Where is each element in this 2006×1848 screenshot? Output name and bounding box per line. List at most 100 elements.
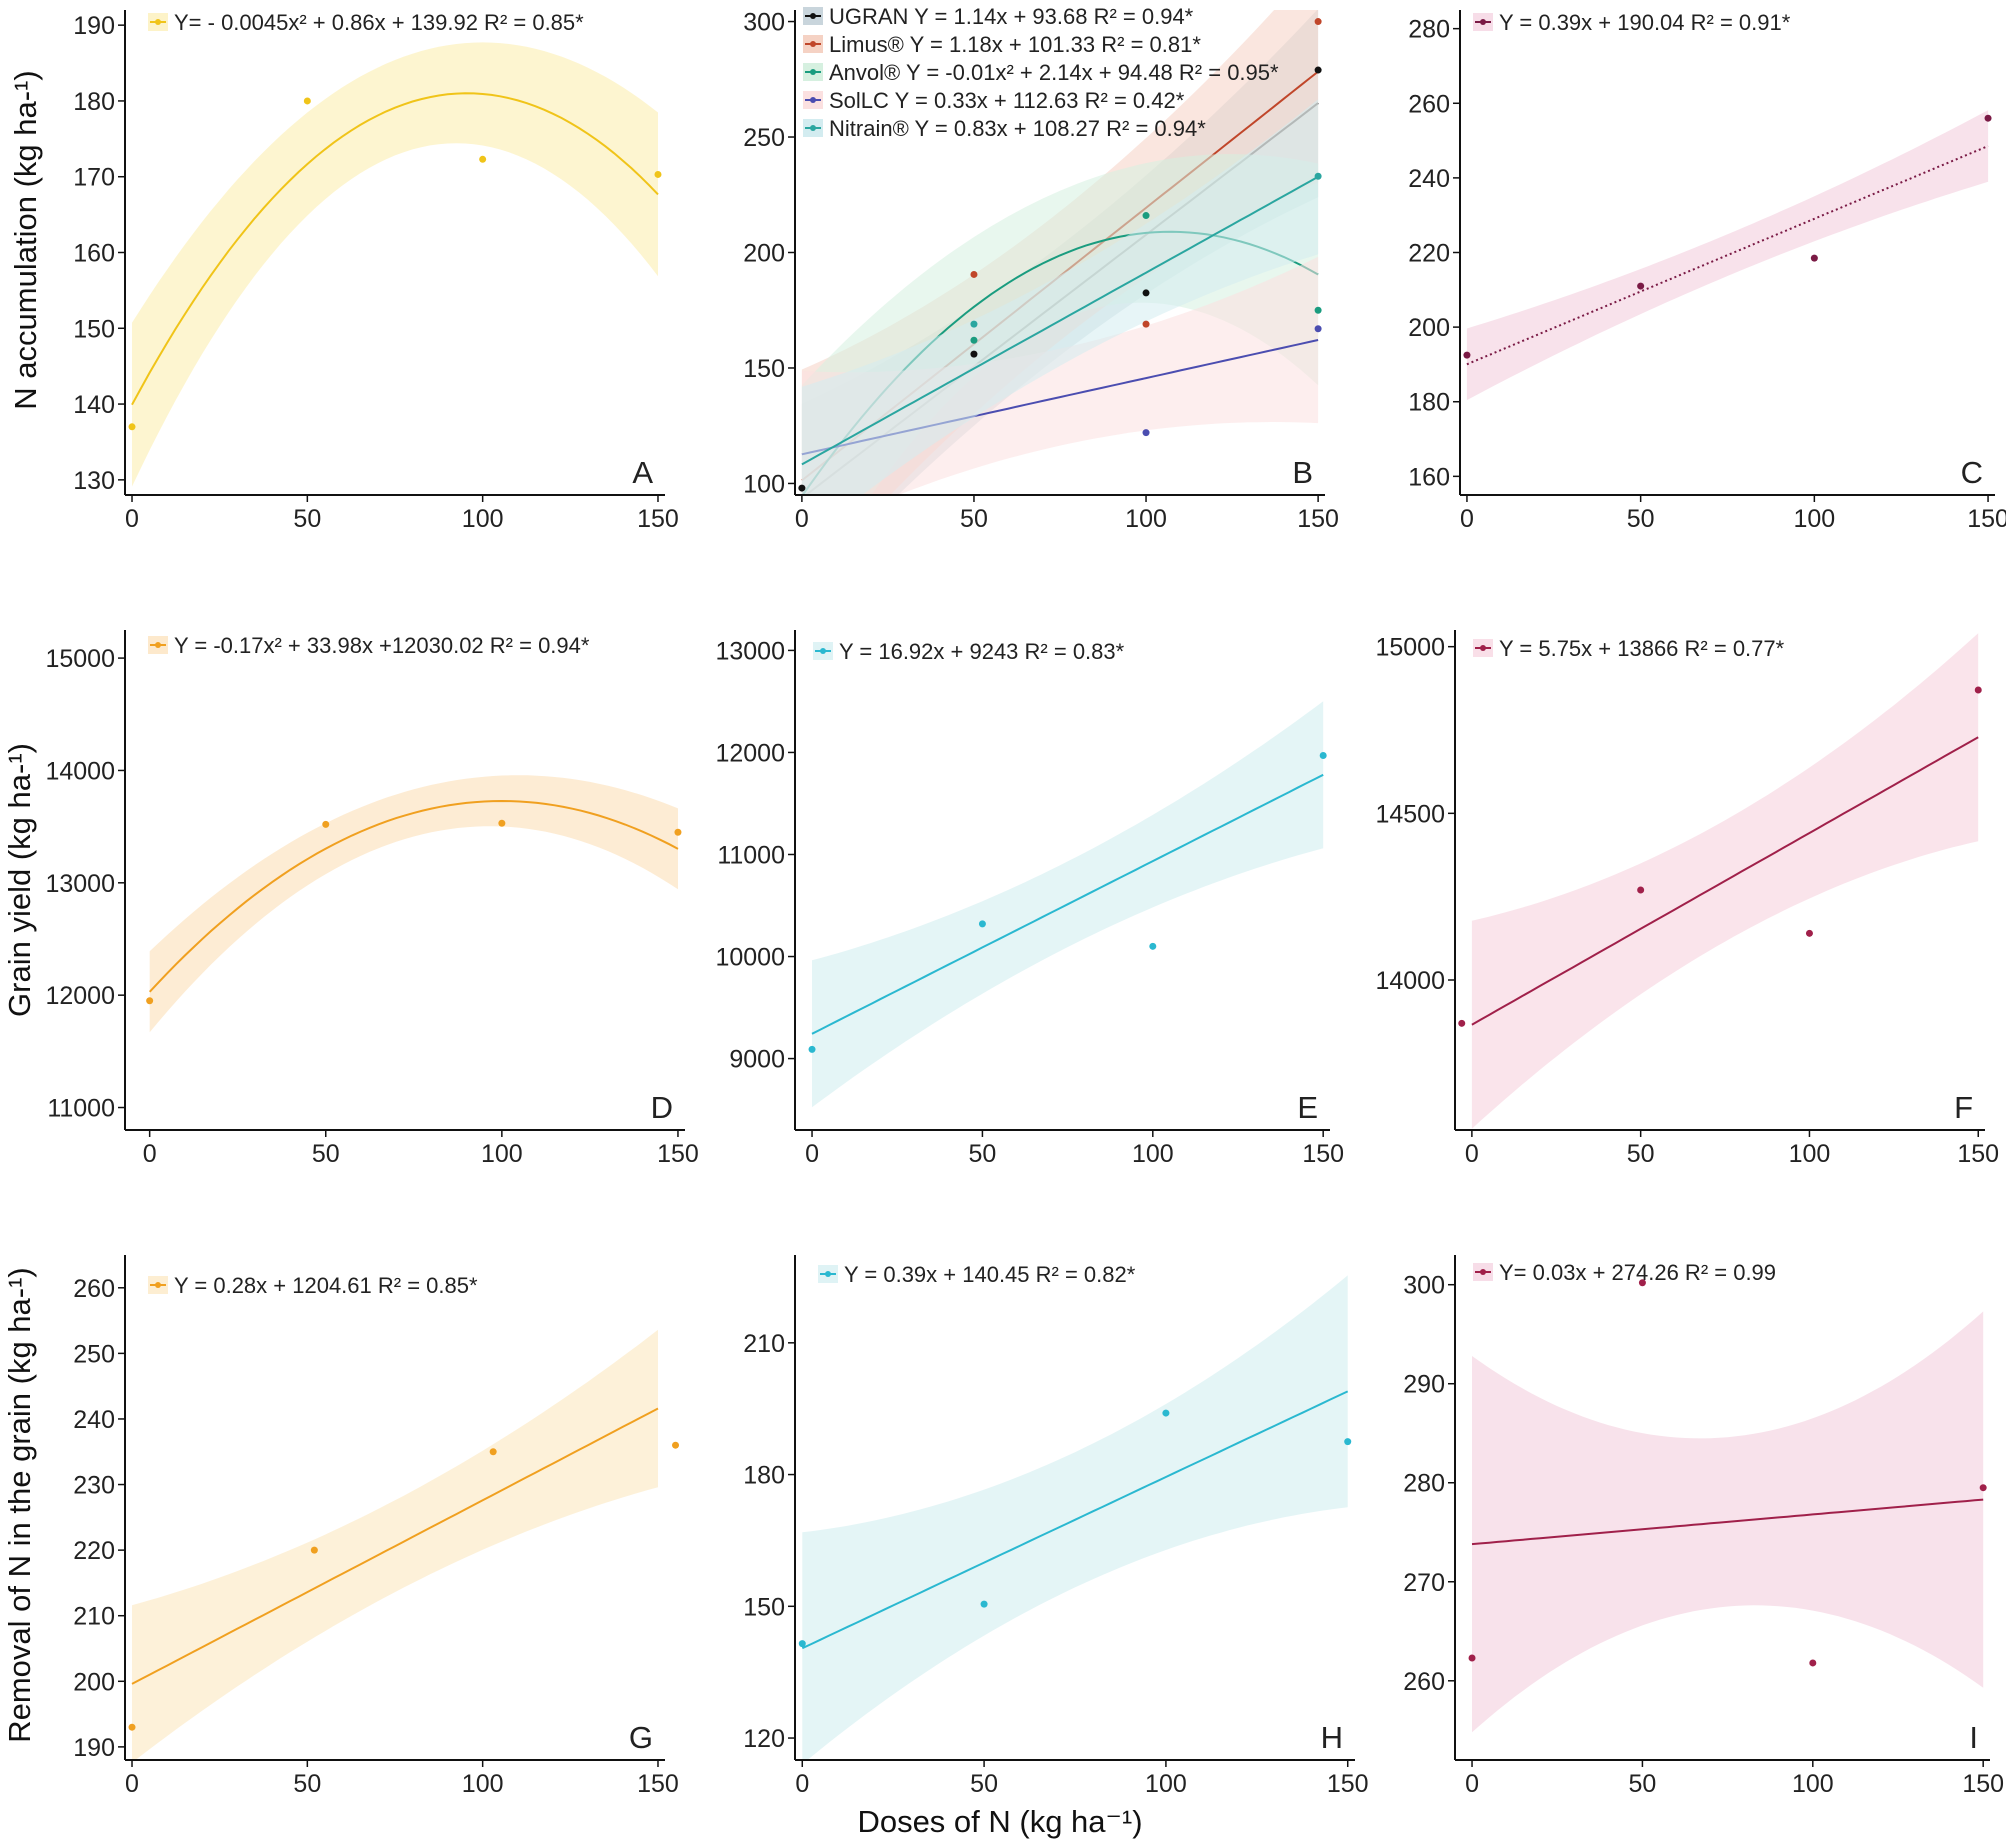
x-tick-label: 50 [960,505,988,533]
plot-area [801,1275,1349,1760]
equation-label: Nitrain® Y = 0.83x + 108.27 R² = 0.94* [829,116,1206,141]
plot-area [1466,110,1989,401]
equation-label: Y = 0.28x + 1204.61 R² = 0.85* [174,1273,478,1298]
fit-line-f-0 [1471,736,1979,1026]
data-point-f-0-0 [1458,1019,1466,1027]
y-tick-label: 180 [1408,389,1450,417]
data-point-b-3-1 [1314,325,1322,333]
legend-dot [825,1271,831,1277]
y-tick-label: 240 [73,1406,115,1434]
legend-dot [155,642,161,648]
equation-label: Y = -0.17x² + 33.98x +12030.02 R² = 0.94… [174,633,590,658]
data-point-b-1-1 [1142,320,1150,328]
legend-dot [810,41,816,47]
equation-label: UGRAN Y = 1.14x + 93.68 R² = 0.94* [829,4,1194,29]
row-title-2: Grain yield (kg ha-¹) [2,743,37,1017]
y-tick-label: 140 [73,391,115,419]
data-point-b-0-1 [970,350,978,358]
y-tick-label: 260 [73,1275,115,1303]
data-point-h-0-2 [1162,1409,1170,1417]
x-tick-label: 100 [481,1140,523,1168]
y-tick-label: 210 [73,1603,115,1631]
y-tick-label: 280 [1408,16,1450,44]
x-tick-label: 0 [125,505,139,533]
y-tick-label: 14000 [1375,967,1445,995]
legend-dot [810,97,816,103]
confidence-band-h-0 [802,1275,1348,1760]
legend-dot [820,648,826,654]
x-axis-title: Doses of N (kg ha⁻¹) [857,1804,1142,1839]
x-tick-label: 100 [1793,505,1835,533]
y-tick-label: 200 [73,1668,115,1696]
y-tick-label: 130 [73,467,115,495]
legend-dot [155,19,161,25]
data-point-i-0-2 [1809,1659,1817,1667]
legend-dot [810,69,816,75]
x-tick-label: 50 [969,1140,997,1168]
x-tick-label: 150 [1302,1140,1344,1168]
fit-line-b-4 [801,175,1319,466]
x-tick-label: 0 [1465,1140,1479,1168]
y-tick-label: 190 [73,12,115,40]
data-point-d-0-1 [322,820,330,828]
plot-area [131,42,659,487]
y-tick-label: 14500 [1375,800,1445,828]
x-tick-label: 150 [637,1770,679,1798]
panel-letter: B [1292,455,1313,490]
plot-area [811,701,1324,1108]
panel-letter: E [1297,1090,1318,1125]
y-tick-label: 11000 [717,841,785,869]
data-point-h-0-3 [1344,1438,1352,1446]
data-point-a-0-2 [479,155,487,163]
x-tick-label: 150 [1967,505,2006,533]
x-tick-label: 0 [1465,1770,1479,1798]
data-point-f-0-1 [1637,886,1645,894]
data-point-i-0-1 [1638,1279,1646,1287]
panel-letter: A [632,455,653,490]
data-point-g-0-0 [128,1723,136,1731]
plot-area [1471,1311,1984,1733]
x-tick-label: 50 [293,1770,321,1798]
row-title-1: N accumulation (kg ha-¹) [8,70,43,409]
panel-h: 0 50 100 150 120 150 180 210 Y = 0.39x + 140.45 … [743,1255,1369,1798]
data-point-e-0-3 [1319,752,1327,760]
data-point-i-0-0 [1468,1654,1476,1662]
data-point-a-0-0 [128,423,136,431]
y-tick-label: 11000 [47,1095,115,1123]
legend-dot [155,1282,161,1288]
data-point-c-0-1 [1637,282,1645,290]
data-point-d-0-0 [146,997,154,1005]
equation-label: Y= 0.03x + 274.26 R² = 0.99 [1499,1260,1776,1285]
y-tick-label: 15000 [45,645,115,673]
data-point-g-0-3 [672,1441,680,1449]
x-tick-label: 50 [312,1140,340,1168]
fit-line-c-0 [1466,145,1989,366]
y-tick-label: 260 [1403,1668,1445,1696]
confidence-band-a-0 [132,42,658,487]
y-tick-label: 180 [743,1462,785,1490]
x-tick-label: 0 [795,1770,809,1798]
panel-letter: F [1954,1090,1973,1125]
x-tick-label: 100 [1792,1770,1834,1798]
y-tick-label: 150 [743,1593,785,1621]
data-point-e-0-1 [978,920,986,928]
x-tick-label: 0 [1460,505,1474,533]
panel-letter: D [651,1090,673,1125]
panel-b: 0 50 100 150 100 150 200 250 300 UGRAN Y = 1.14x … [743,4,1339,533]
data-point-b-2-1 [1142,212,1150,220]
panel-e: 0 50 100 150 9000 10000 11000 12000 13000 Y = 16.… [715,630,1344,1168]
panel-letter: I [1969,1720,1978,1755]
data-point-i-0-3 [1979,1484,1987,1492]
x-tick-label: 100 [462,505,504,533]
x-tick-label: 150 [657,1140,699,1168]
legend-dot [1480,645,1486,651]
x-tick-label: 100 [1132,1140,1174,1168]
x-tick-label: 150 [637,505,679,533]
data-point-c-0-3 [1984,114,1992,122]
fit-line-g-0 [131,1407,659,1685]
data-point-b-2-0 [970,336,978,344]
fit-line-d-0 [148,799,679,993]
y-tick-label: 220 [73,1537,115,1565]
y-tick-label: 210 [743,1330,785,1358]
